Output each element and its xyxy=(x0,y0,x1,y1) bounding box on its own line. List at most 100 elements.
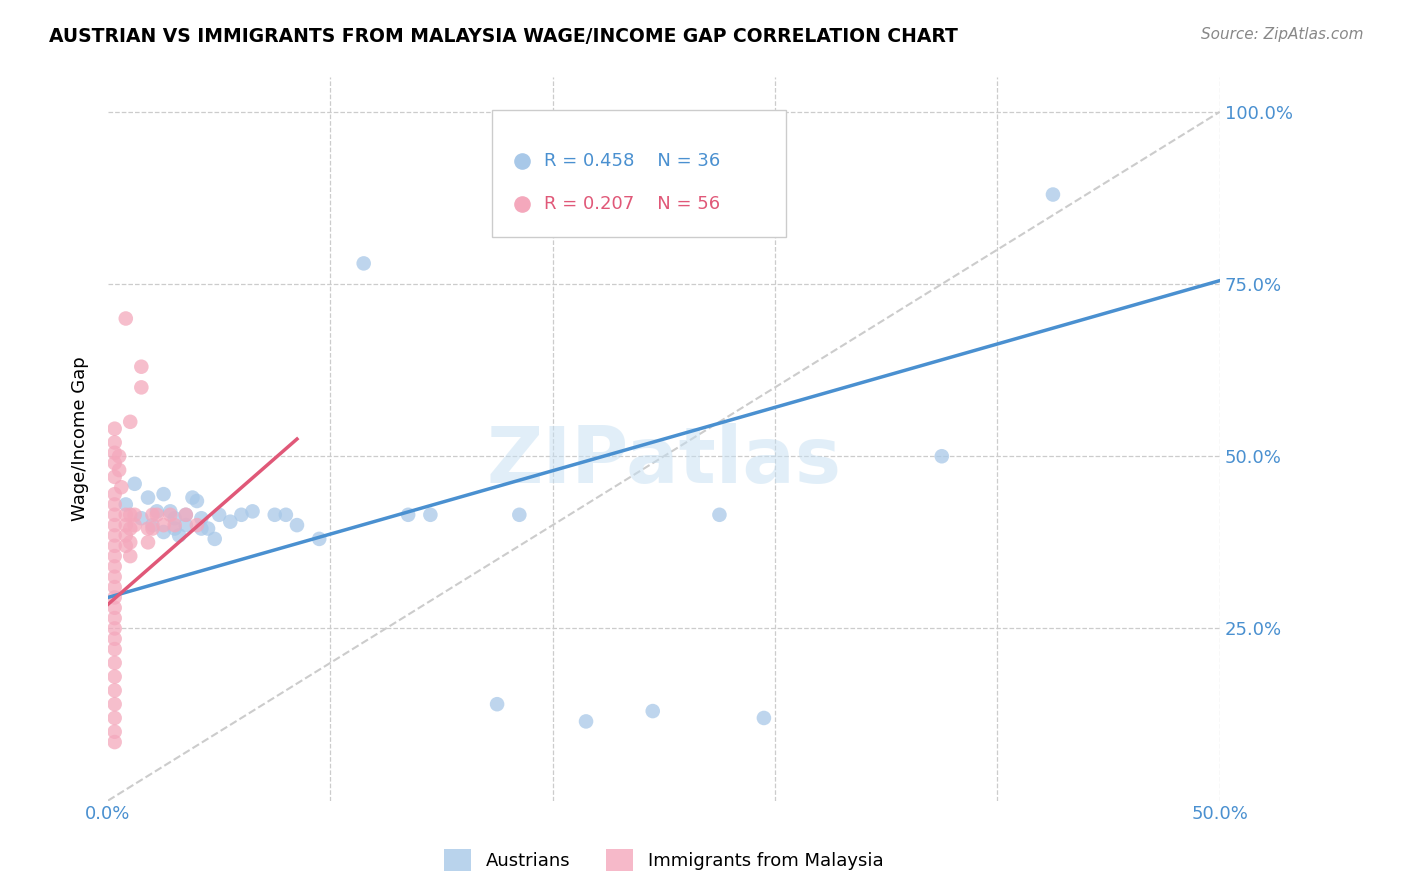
Point xyxy=(146,504,169,518)
Point xyxy=(104,580,127,594)
Point xyxy=(285,518,308,533)
Point xyxy=(108,449,131,463)
Point xyxy=(104,446,127,460)
Point xyxy=(110,480,132,494)
Point xyxy=(104,735,127,749)
Point xyxy=(136,491,159,505)
Point xyxy=(104,642,127,657)
Point xyxy=(104,559,127,574)
Point xyxy=(204,532,226,546)
Point xyxy=(104,570,127,584)
Point xyxy=(181,491,204,505)
Point xyxy=(174,518,197,533)
Point xyxy=(124,518,146,533)
Point xyxy=(709,508,731,522)
Text: R = 0.458    N = 36: R = 0.458 N = 36 xyxy=(544,152,720,169)
Point xyxy=(190,511,212,525)
Point xyxy=(120,415,142,429)
Point xyxy=(163,511,186,525)
Point xyxy=(114,539,136,553)
Legend: Austrians, Immigrants from Malaysia: Austrians, Immigrants from Malaysia xyxy=(437,842,891,879)
Point xyxy=(152,524,174,539)
Point xyxy=(152,487,174,501)
Point xyxy=(924,226,946,240)
Point xyxy=(1042,187,1064,202)
Point xyxy=(104,470,127,484)
Point xyxy=(104,422,127,436)
Point xyxy=(274,508,297,522)
Point xyxy=(641,704,664,718)
Point xyxy=(104,632,127,646)
Point xyxy=(419,508,441,522)
Point xyxy=(353,256,375,270)
Point xyxy=(396,508,419,522)
FancyBboxPatch shape xyxy=(492,110,786,236)
Point xyxy=(104,683,127,698)
Point xyxy=(152,518,174,533)
Point xyxy=(104,670,127,684)
Point xyxy=(104,697,127,711)
Point xyxy=(197,522,219,536)
Point xyxy=(131,511,153,525)
Point xyxy=(120,535,142,549)
Y-axis label: Wage/Income Gap: Wage/Income Gap xyxy=(72,357,89,522)
Point xyxy=(104,456,127,470)
Text: R = 0.207    N = 56: R = 0.207 N = 56 xyxy=(544,195,720,213)
Point xyxy=(131,380,153,394)
Point xyxy=(146,508,169,522)
Point xyxy=(163,522,186,536)
Point xyxy=(263,508,285,522)
Point xyxy=(308,532,330,546)
Point xyxy=(104,656,127,670)
Point xyxy=(242,504,264,518)
Point xyxy=(163,518,186,533)
Point xyxy=(104,622,127,636)
Point xyxy=(114,498,136,512)
Point xyxy=(114,311,136,326)
Point xyxy=(924,184,946,198)
Point xyxy=(120,508,142,522)
Point xyxy=(104,600,127,615)
Point xyxy=(186,494,208,508)
Point xyxy=(486,697,509,711)
Point xyxy=(752,711,775,725)
Point xyxy=(108,463,131,477)
Point xyxy=(104,508,127,522)
Point xyxy=(174,508,197,522)
Point xyxy=(104,539,127,553)
Point xyxy=(114,528,136,542)
Point xyxy=(131,359,153,374)
Point xyxy=(231,508,253,522)
Point xyxy=(575,714,598,729)
Point xyxy=(141,518,163,533)
Point xyxy=(159,504,181,518)
Point xyxy=(219,515,242,529)
Point xyxy=(124,476,146,491)
Text: ZIPatlas: ZIPatlas xyxy=(486,423,841,499)
Point xyxy=(136,522,159,536)
Point xyxy=(104,611,127,625)
Point xyxy=(136,535,159,549)
Point xyxy=(141,508,163,522)
Point xyxy=(186,518,208,533)
Point xyxy=(208,508,231,522)
Point xyxy=(104,591,127,605)
Point xyxy=(124,508,146,522)
Point xyxy=(931,449,953,463)
Point xyxy=(159,508,181,522)
Point xyxy=(114,518,136,533)
Point xyxy=(104,528,127,542)
Point xyxy=(141,522,163,536)
Point xyxy=(104,724,127,739)
Point xyxy=(104,435,127,450)
Point xyxy=(104,518,127,533)
Point xyxy=(641,215,664,229)
Point xyxy=(114,508,136,522)
Text: AUSTRIAN VS IMMIGRANTS FROM MALAYSIA WAGE/INCOME GAP CORRELATION CHART: AUSTRIAN VS IMMIGRANTS FROM MALAYSIA WAG… xyxy=(49,27,957,45)
Point xyxy=(120,522,142,536)
Point xyxy=(104,487,127,501)
Text: Source: ZipAtlas.com: Source: ZipAtlas.com xyxy=(1201,27,1364,42)
Point xyxy=(104,549,127,563)
Point xyxy=(508,508,530,522)
Point xyxy=(190,522,212,536)
